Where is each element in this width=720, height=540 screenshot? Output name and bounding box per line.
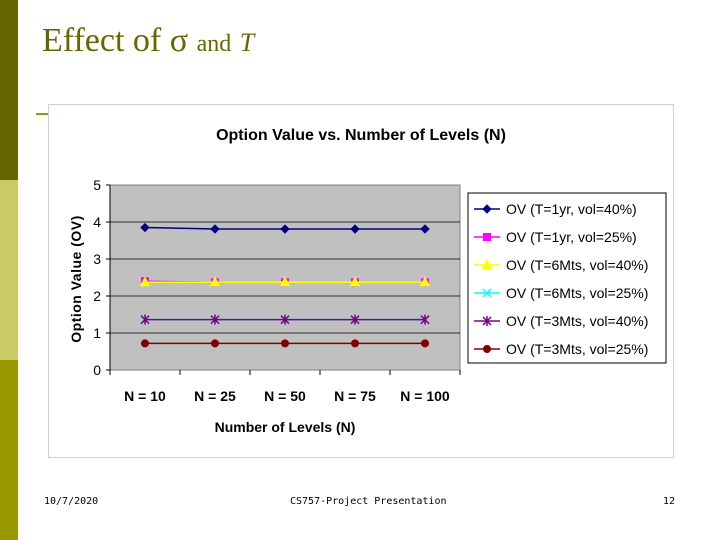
- data-point: [419, 276, 431, 287]
- left-accent-bar-light: [0, 180, 18, 360]
- y-axis-label: Option Value (OV): [68, 215, 84, 343]
- legend-box: [467, 192, 667, 364]
- legend-entry: OV (T=1yr, vol=25%): [506, 229, 637, 245]
- data-point: [279, 276, 291, 287]
- data-point: [420, 224, 430, 234]
- x-tick-label: N = 50: [264, 388, 306, 404]
- data-point: [280, 224, 290, 234]
- x-axis-ticks: N = 10 N = 25 N = 50 N = 75 N = 100: [109, 370, 461, 404]
- slide-title-T: T: [239, 28, 255, 57]
- series-1: [140, 222, 430, 234]
- legend-entry: OV (T=3Mts, vol=25%): [506, 341, 648, 357]
- series-5: [140, 314, 430, 325]
- legend-marker: [482, 204, 492, 214]
- series-lines: [139, 222, 431, 348]
- data-point: [211, 339, 219, 348]
- x-axis-label: Number of Levels (N): [215, 419, 356, 435]
- series-3: [139, 276, 431, 287]
- legend-entry: OV (T=6Mts, vol=25%): [506, 285, 648, 301]
- legend-marker: [483, 345, 491, 353]
- data-point: [349, 276, 361, 287]
- legend-marker: [482, 316, 492, 326]
- x-tick-label: N = 10: [124, 388, 166, 404]
- slide-title-sigma: σ: [169, 22, 189, 59]
- data-point: [350, 224, 360, 234]
- left-accent-bar-dark: [0, 0, 18, 180]
- legend-entry: OV (T=6Mts, vol=40%): [506, 257, 648, 273]
- x-tick-label: N = 75: [334, 388, 376, 404]
- data-point: [209, 276, 221, 287]
- chart-frame: Option Value vs. Number of Levels (N) 0 1…: [48, 104, 674, 458]
- y-tick-label: 0: [93, 362, 101, 378]
- y-tick-label: 2: [93, 288, 101, 304]
- slide-title-and: and: [196, 31, 232, 57]
- left-accent-bar-mid: [0, 360, 18, 540]
- data-point: [140, 222, 150, 233]
- slide-title-text: Effect of: [42, 22, 162, 59]
- option-value-chart: Option Value vs. Number of Levels (N) 0 1…: [68, 127, 667, 435]
- footer-date: 10/7/2020: [44, 496, 99, 507]
- legend-entry: OV (T=3Mts, vol=40%): [506, 313, 648, 329]
- chart-title: Option Value vs. Number of Levels (N): [216, 127, 506, 144]
- legend: OV (T=1yr, vol=40%) OV (T=1yr, vol=25%) OV…: [467, 192, 667, 364]
- data-point: [420, 314, 430, 325]
- legend-marker: [483, 233, 491, 241]
- x-tick-label: N = 100: [400, 388, 450, 404]
- data-point: [139, 276, 151, 287]
- legend-entry: OV (T=1yr, vol=40%): [506, 201, 637, 217]
- data-point: [280, 314, 290, 325]
- y-tick-label: 3: [93, 251, 101, 267]
- data-point: [210, 224, 220, 234]
- data-point: [351, 339, 359, 348]
- legend-marker: [482, 288, 492, 298]
- data-point: [210, 314, 220, 325]
- y-tick-label: 1: [93, 325, 101, 341]
- data-point: [140, 314, 150, 325]
- series-6: [141, 339, 429, 348]
- data-point: [421, 339, 429, 348]
- y-tick-label: 4: [93, 214, 101, 230]
- data-point: [350, 314, 360, 325]
- y-tick-label: 5: [93, 177, 101, 193]
- data-point: [141, 339, 149, 348]
- y-axis-ticks: 0 1 2 3 4 5: [93, 177, 111, 378]
- footer-page-number: 12: [663, 496, 676, 507]
- data-point: [281, 339, 289, 348]
- footer-center: CS757-Project Presentation: [290, 496, 447, 507]
- legend-marker: [481, 258, 493, 269]
- slide-title: Effect of σ and T: [42, 22, 254, 60]
- gridlines: [110, 221, 460, 334]
- x-tick-label: N = 25: [194, 388, 236, 404]
